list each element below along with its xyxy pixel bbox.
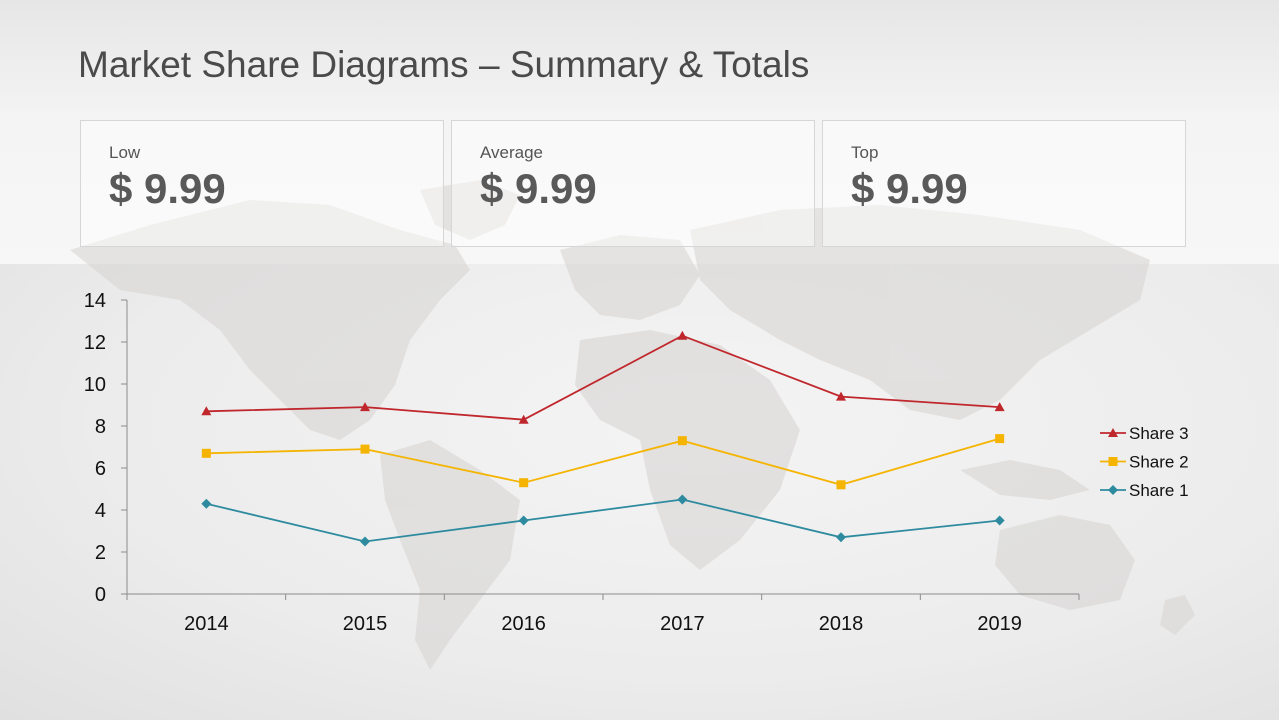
legend-marker-share-2 [1108, 457, 1118, 466]
share-2-point [519, 478, 529, 488]
share-2-line [206, 437, 1000, 486]
x-tick-label: 2014 [184, 613, 229, 635]
legend-label-share-3: Share 3 [1129, 424, 1189, 443]
share-1-point [360, 536, 370, 547]
share-1-point [518, 515, 529, 526]
share-1-point [201, 498, 212, 509]
page-title: Market Share Diagrams – Summary & Totals [78, 44, 810, 85]
share-3-point [518, 414, 529, 424]
share-1-point [836, 532, 846, 543]
y-tick-label: 2 [95, 542, 106, 564]
x-tick-label: 2015 [343, 613, 388, 635]
x-tick-label: 2017 [660, 613, 705, 635]
share-2-point [995, 434, 1005, 444]
share-2-point [360, 444, 370, 454]
share-3-point [994, 402, 1005, 412]
share-3-point [201, 406, 212, 416]
share-1-line [206, 498, 1000, 543]
card-label: Low [109, 143, 141, 162]
legend-label-share-2: Share 2 [1129, 453, 1189, 472]
legend-marker-share-1 [1108, 485, 1118, 495]
legend-marker-share-3 [1108, 428, 1118, 437]
summary-card-low: Low $ 9.99 [80, 120, 444, 247]
share-3-point [836, 391, 846, 401]
legend-label-share-1: Share 1 [1129, 481, 1189, 500]
card-value: $ 9.99 [109, 165, 226, 212]
y-tick-label: 12 [84, 332, 106, 354]
summary-card-average: Average $ 9.99 [451, 120, 815, 247]
card-value: $ 9.99 [480, 165, 597, 212]
share-3-line [206, 334, 1000, 421]
share-1-point [677, 494, 688, 505]
share-2-point [836, 480, 846, 490]
y-tick-label: 6 [95, 458, 106, 480]
share-1-point [994, 515, 1005, 526]
share-2-point [201, 448, 211, 458]
x-tick-label: 2016 [501, 613, 546, 635]
y-tick-label: 4 [95, 500, 106, 522]
y-tick-label: 14 [84, 290, 106, 312]
x-tick-label: 2018 [819, 613, 864, 635]
share-2-point [677, 436, 687, 446]
x-tick-label: 2019 [977, 613, 1022, 635]
card-label: Average [480, 143, 544, 162]
share-3-point [677, 330, 688, 340]
card-value: $ 9.99 [851, 165, 968, 212]
y-tick-label: 10 [84, 374, 106, 396]
y-tick-label: 0 [95, 584, 106, 606]
y-tick-label: 8 [95, 416, 106, 438]
share-3-point [360, 402, 370, 412]
card-label: Top [851, 143, 879, 162]
summary-card-top: Top $ 9.99 [822, 120, 1186, 247]
